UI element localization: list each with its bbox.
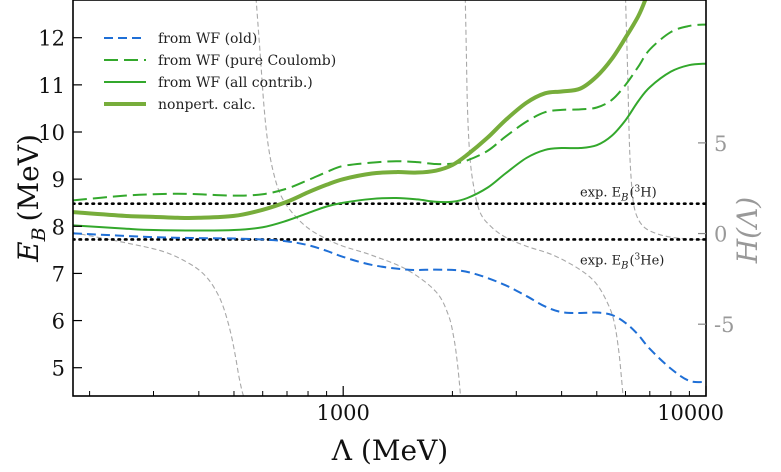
y-tick-label: 12 [38, 27, 65, 51]
helion-label-suffix: He) [640, 254, 664, 269]
x-tick-label: 1000 [316, 401, 369, 425]
h-function-layer [73, 0, 706, 396]
x-tick-label: 10000 [657, 401, 724, 425]
h-function-branch-2 [255, 0, 462, 396]
reference-lines-layer [73, 202, 706, 241]
h-function-branch-1 [73, 232, 245, 396]
y-axis-title-main: E [12, 241, 45, 262]
y2-tick-label: -5 [714, 313, 734, 337]
y-axis-title-unit: (MeV) [12, 134, 45, 221]
legend-label-old: from WF (old) [158, 31, 257, 47]
series-layer [73, 0, 706, 384]
series-line-4 [73, 0, 648, 220]
helion-reference-label: exp. EB(3He) [580, 253, 664, 272]
helion-label-superscript: 3 [635, 253, 641, 263]
y-axis-title-sub: B [28, 227, 50, 242]
tick-layer: 5 6 7 8 9 10 11 12 1000 10000 5 0 -5 [38, 27, 734, 425]
y-tick-label: 9 [52, 168, 65, 192]
triton-label-suffix: H) [640, 186, 656, 201]
y-tick-label: 6 [52, 310, 65, 334]
y-tick-label: 7 [52, 262, 65, 286]
helion-label-paren: ( [629, 254, 634, 269]
triton-label-subscript: B [620, 193, 628, 204]
y2-tick-label: 0 [714, 223, 727, 247]
y2-tick-label: 5 [714, 132, 727, 156]
triton-label-superscript: 3 [635, 185, 641, 195]
legend-label-nonpert: nonpert. calc. [158, 97, 256, 113]
y-tick-label: 8 [52, 215, 65, 239]
helion-label-prefix: exp. E [580, 254, 621, 269]
series-line-1 [73, 232, 706, 384]
legend: from WF (old) from WF (pure Coulomb) fro… [104, 31, 336, 113]
y2-axis-title: H(Λ) [731, 197, 764, 265]
plot-frame [72, 0, 707, 397]
h-function-branch-4 [625, 0, 706, 241]
triton-label-paren: ( [629, 186, 634, 201]
y-tick-label: 5 [52, 357, 65, 381]
x-axis-title: Λ (MeV) [331, 434, 448, 467]
y-tick-label: 10 [38, 121, 65, 145]
y-tick-label: 11 [38, 74, 65, 98]
y-axis-title: EB (MeV) [12, 134, 50, 263]
helion-label-subscript: B [620, 261, 628, 272]
series-line-3 [73, 62, 706, 232]
legend-label-all-contrib: from WF (all contrib.) [158, 75, 313, 91]
legend-label-pure-coulomb: from WF (pure Coulomb) [158, 53, 336, 69]
triton-reference-label: exp. EB(3H) [580, 185, 657, 204]
triton-label-prefix: exp. E [580, 186, 621, 201]
h-function-branch-3 [464, 0, 624, 396]
